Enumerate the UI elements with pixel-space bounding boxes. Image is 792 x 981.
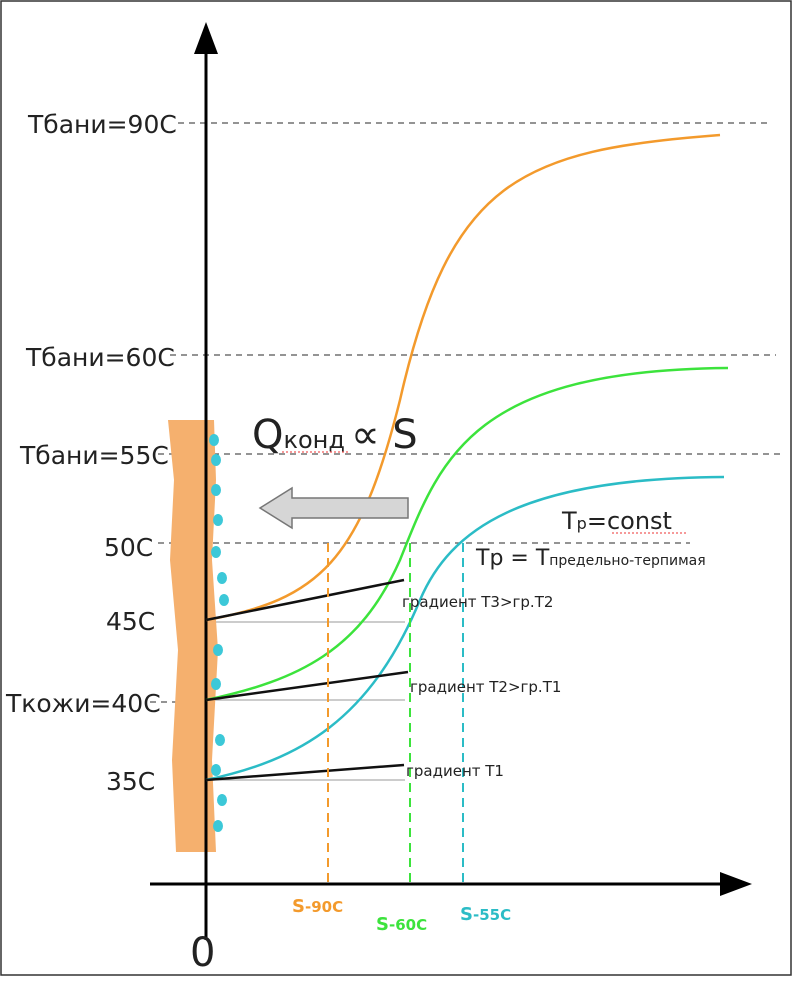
tp-const-main: T bbox=[561, 507, 577, 535]
label-s90: S-90С bbox=[292, 896, 343, 917]
thin-reference-lines bbox=[206, 621, 405, 781]
label-s60-sub: -60С bbox=[389, 916, 427, 934]
droplet-3 bbox=[211, 484, 221, 496]
formula-proportional-s: ∝ S bbox=[351, 412, 418, 458]
gradient-line-t3 bbox=[205, 578, 405, 622]
label-45: 45С bbox=[106, 607, 155, 636]
label-s90-sub: -90С bbox=[305, 898, 343, 916]
label-s60: S-60С bbox=[376, 914, 427, 935]
label-50: 50С bbox=[104, 533, 153, 562]
sweat-droplets bbox=[209, 434, 229, 832]
tp-limit-sub: предельно-терпимая bbox=[549, 553, 705, 569]
label-bath-90: Tбани=90С bbox=[27, 110, 177, 139]
gradient-line-t2 bbox=[205, 670, 409, 702]
label-s55-main: S bbox=[460, 904, 473, 925]
tp-const-sub: p bbox=[577, 514, 587, 533]
droplet-12 bbox=[217, 794, 227, 806]
tp-const-rest: =const bbox=[587, 507, 672, 535]
formula-q: Q bbox=[252, 412, 283, 458]
droplet-2 bbox=[211, 454, 221, 466]
droplet-1 bbox=[209, 434, 219, 446]
label-s55: S-55С bbox=[460, 904, 511, 925]
label-skin-40: Tкожи=40С bbox=[5, 689, 161, 718]
droplet-4 bbox=[213, 514, 223, 526]
label-s60-main: S bbox=[376, 914, 389, 935]
gradient-lines bbox=[205, 578, 409, 782]
label-s90-main: S bbox=[292, 896, 305, 917]
curve-bath-60 bbox=[205, 366, 729, 702]
skin-block bbox=[168, 420, 218, 852]
droplet-6 bbox=[217, 572, 227, 584]
gradient-line-t1 bbox=[205, 763, 405, 782]
droplet-13 bbox=[213, 820, 223, 832]
label-bath-60: Tбани=60С bbox=[25, 343, 175, 372]
label-gradient-t2: градиент Т2>гр.Т1 bbox=[410, 678, 561, 696]
label-gradient-t1: градиент Т1 bbox=[406, 762, 504, 780]
heat-flow-arrow bbox=[258, 486, 409, 530]
droplet-5 bbox=[211, 546, 221, 558]
droplet-9 bbox=[211, 678, 221, 690]
curve-bath-90 bbox=[205, 133, 721, 622]
tp-limit-main: Tp = T bbox=[475, 546, 550, 571]
tp-limit: Tp = Tпредельно-терпимая bbox=[475, 546, 706, 571]
label-35: 35С bbox=[106, 767, 155, 796]
origin-label: 0 bbox=[190, 930, 215, 976]
label-bath-55: Tбани=55С bbox=[19, 441, 169, 470]
droplet-8 bbox=[213, 644, 223, 656]
tp-const: Tp=const bbox=[561, 507, 672, 535]
x-axis-arrowhead bbox=[720, 872, 752, 896]
droplet-11 bbox=[211, 764, 221, 776]
label-gradient-t3: градиент Т3>гр.Т2 bbox=[402, 593, 553, 611]
formula: Qконд ∝ S bbox=[252, 412, 418, 458]
droplet-10 bbox=[215, 734, 225, 746]
curve-bath-55 bbox=[205, 475, 725, 782]
droplet-7 bbox=[219, 594, 229, 606]
label-s55-sub: -55С bbox=[473, 906, 511, 924]
temperature-reference-lines bbox=[150, 122, 782, 703]
formula-q-subscript: конд bbox=[283, 426, 344, 454]
y-axis-arrowhead bbox=[194, 22, 218, 54]
